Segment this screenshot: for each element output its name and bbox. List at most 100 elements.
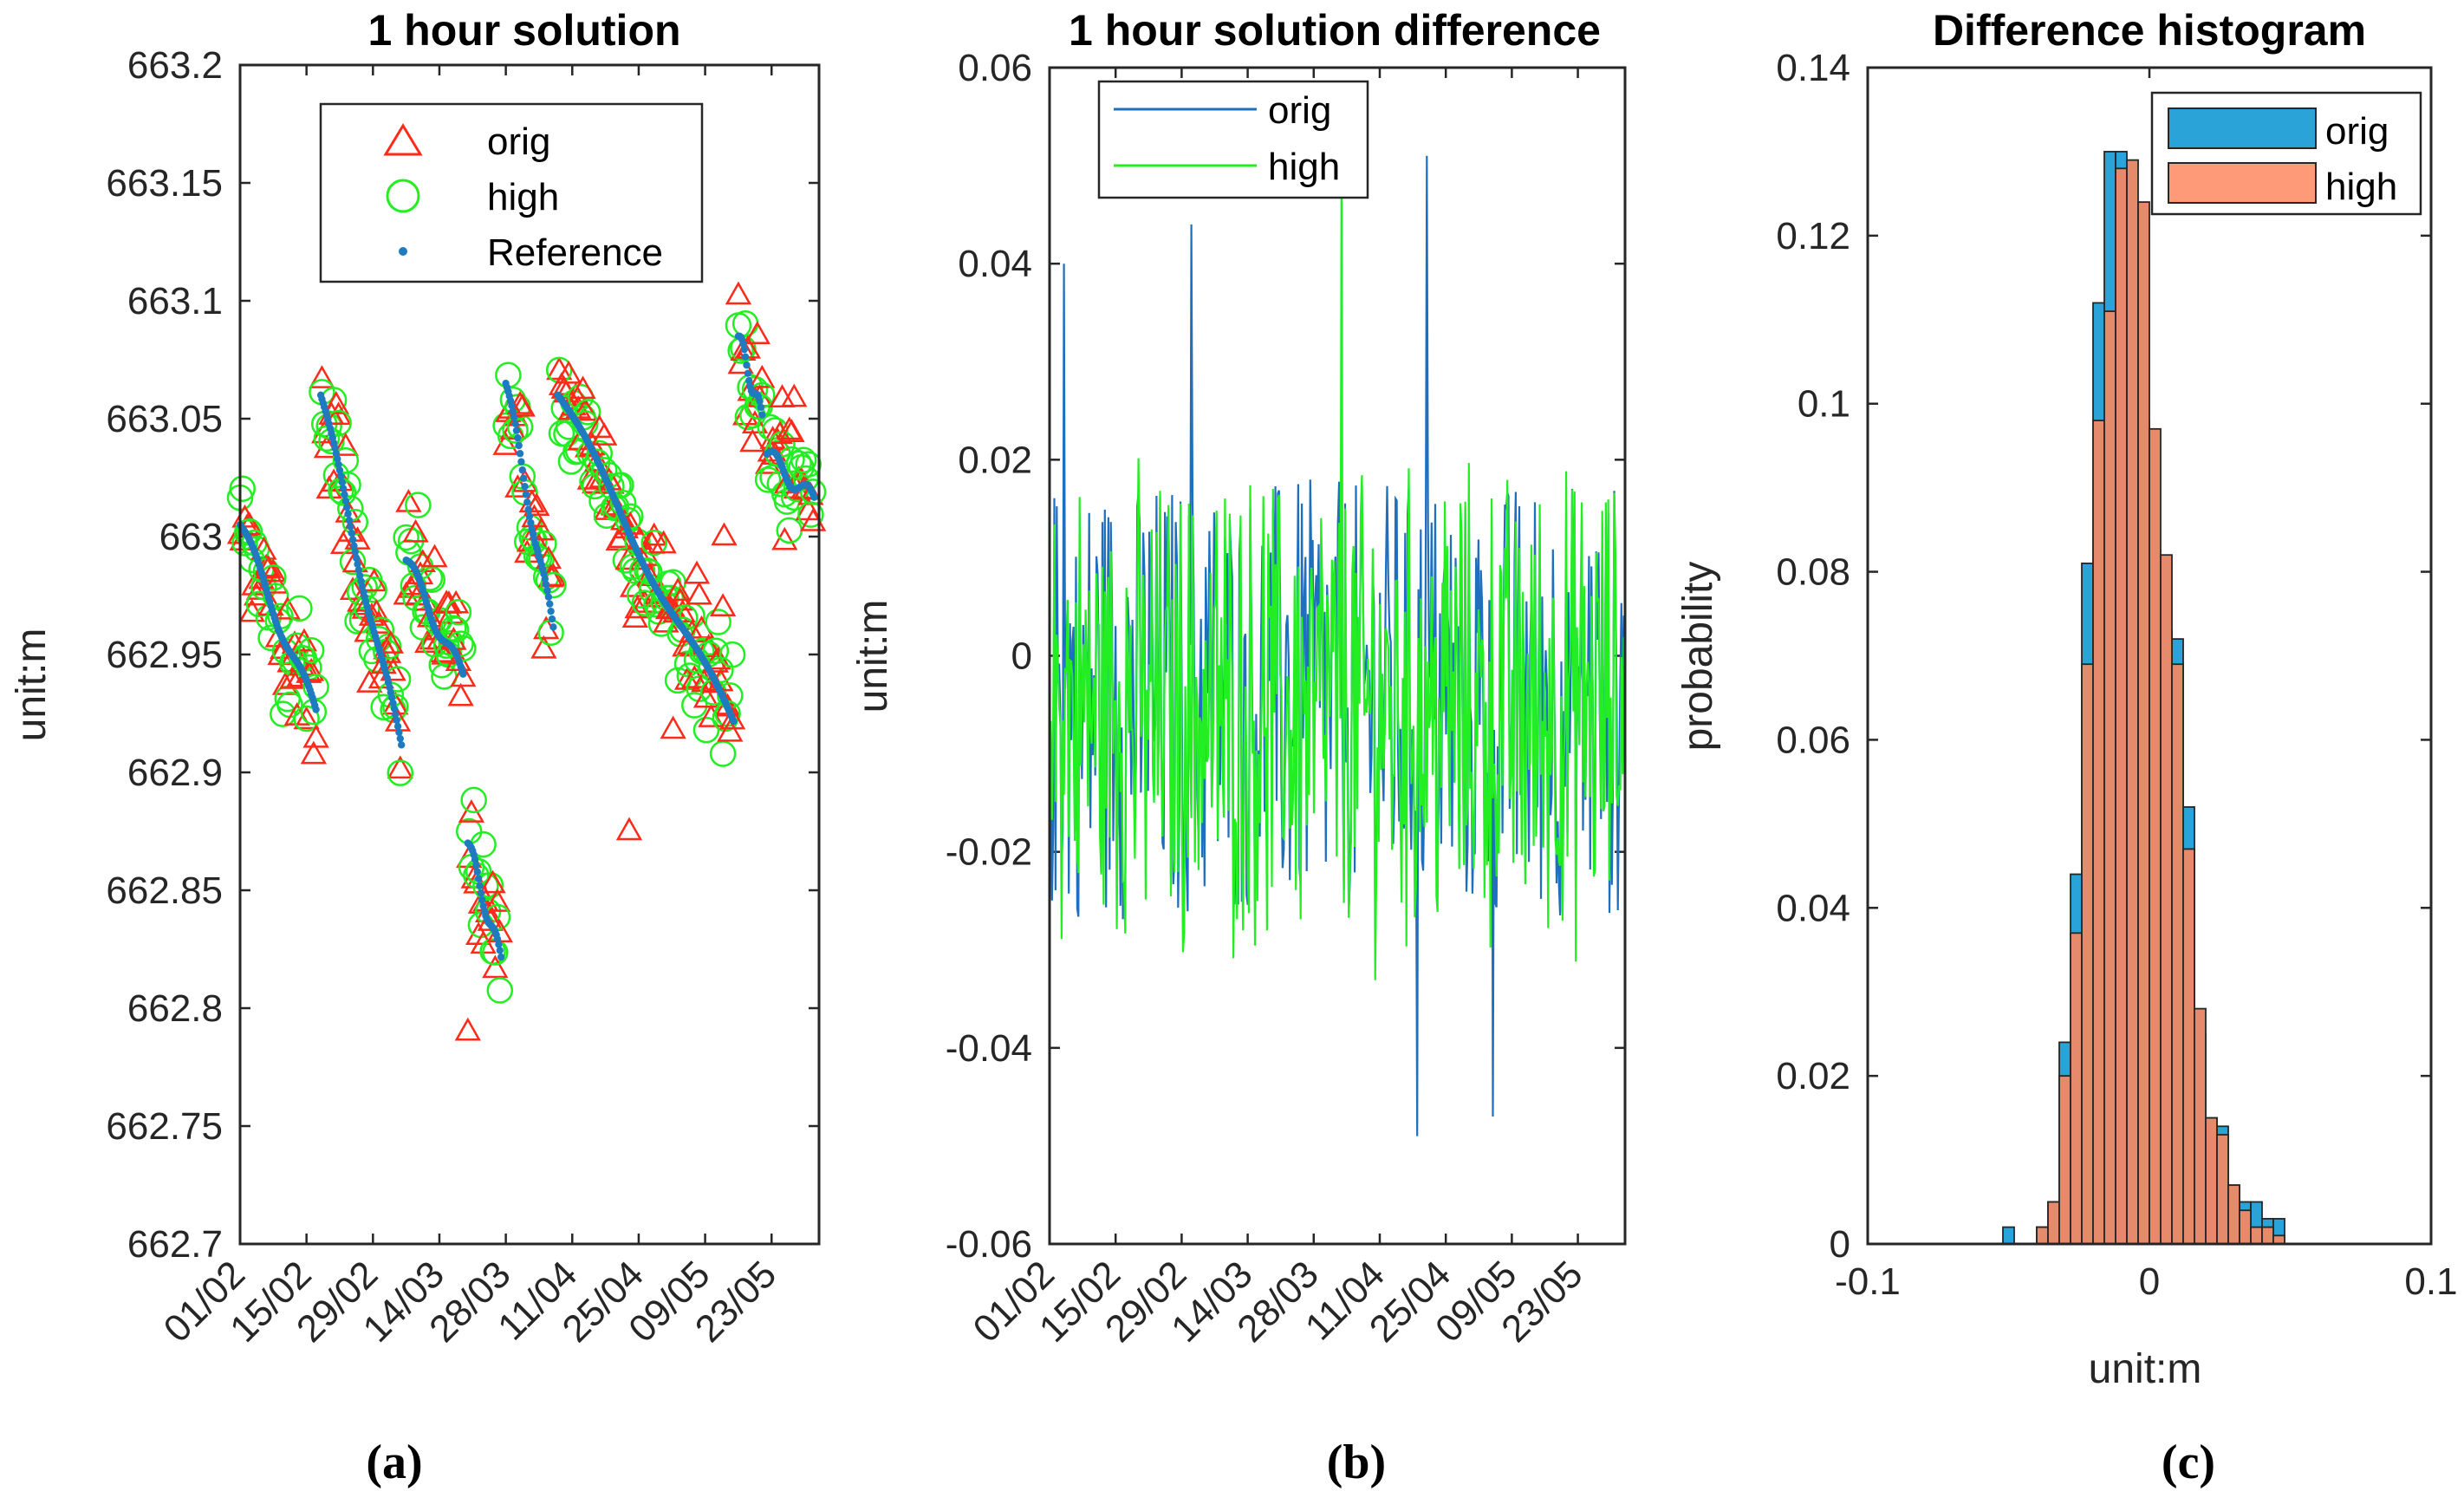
high-histogram-bar	[2160, 554, 2173, 1245]
panel-c-legend: orig high	[2150, 91, 2422, 216]
reference-point	[341, 491, 348, 498]
reference-point	[745, 377, 753, 385]
reference-point	[335, 460, 342, 469]
high-marker	[393, 524, 419, 551]
legend-orig-triangle-icon	[383, 123, 423, 156]
legend-orig-swatch-icon	[2168, 107, 2317, 149]
orig-marker	[569, 375, 596, 400]
reference-point	[473, 868, 481, 876]
panel-a-legend-orig: orig	[487, 120, 550, 163]
panel-a-legend-reference: Reference	[487, 231, 663, 274]
high-marker	[795, 451, 822, 478]
reference-point	[518, 466, 526, 474]
panel-c-xtick-label: 0	[2139, 1260, 2160, 1303]
high-histogram-bar	[2182, 848, 2195, 1245]
high-marker	[387, 759, 414, 786]
orig-marker	[718, 706, 746, 730]
panel-a-title: 1 hour solution	[367, 6, 680, 55]
reference-point	[337, 472, 345, 480]
reference-point	[395, 728, 403, 737]
panel-c-xlabel: unit:m	[2089, 1346, 2202, 1392]
reference-point	[543, 587, 551, 595]
orig-marker	[421, 544, 448, 568]
panel-a-legend-high: high	[487, 176, 559, 218]
high-marker	[797, 501, 824, 528]
orig-outlier-marker	[615, 817, 643, 841]
orig-outlier-marker	[454, 1017, 481, 1041]
high-marker	[702, 637, 730, 665]
reference-point	[546, 600, 554, 608]
reference-point	[478, 895, 486, 904]
reference-point	[338, 479, 346, 486]
reference-point	[312, 706, 320, 713]
orig-marker	[450, 663, 477, 687]
high-marker	[705, 609, 731, 635]
reference-point	[345, 516, 354, 524]
reference-point	[757, 403, 765, 412]
panel-b-ylabel: unit:m	[850, 600, 896, 713]
reference-point	[334, 455, 341, 463]
high-histogram-bar	[2227, 1184, 2240, 1245]
orig-marker	[509, 393, 536, 417]
legend-high-swatch-icon	[2168, 162, 2317, 204]
orig-marker	[619, 574, 647, 597]
panel-c-title: Difference histogram	[1933, 6, 2366, 55]
reference-point	[339, 485, 348, 492]
high-marker	[229, 475, 256, 503]
orig-marker	[523, 492, 550, 517]
orig-marker	[332, 433, 359, 456]
high-marker	[442, 616, 470, 643]
reference-point	[354, 566, 363, 574]
panel-c-ytick-label: 0.06	[1776, 719, 1850, 761]
orig-marker	[749, 364, 776, 388]
reference-point	[392, 710, 400, 719]
orig-marker	[482, 954, 509, 979]
high-marker	[486, 977, 514, 1004]
reference-point	[516, 450, 524, 458]
high-difference-line	[1048, 146, 1627, 980]
panel-b-title: 1 hour solution difference	[1069, 6, 1601, 55]
panel-a-chart: 1 hour solution unit:m 662.7 662.75 662.8 6…	[9, 6, 827, 1489]
panel-a-ytick-label: 662.95	[106, 634, 223, 676]
reference-point	[496, 947, 504, 954]
orig-marker	[377, 630, 404, 654]
orig-marker	[387, 755, 413, 779]
orig-marker	[686, 581, 712, 605]
high-histogram-bar	[2216, 1134, 2229, 1245]
high-marker	[540, 571, 567, 599]
orig-marker	[660, 715, 686, 739]
reference-point	[335, 466, 344, 474]
high-marker	[640, 529, 667, 557]
panel-c-ytick-label: 0.14	[1776, 47, 1850, 89]
high-histogram-bar	[2092, 420, 2105, 1245]
panel-a-ylabel: unit:m	[9, 628, 55, 742]
panel-b-ytick-label: 0.06	[958, 47, 1032, 89]
orig-marker	[562, 382, 589, 406]
reference-point	[509, 407, 517, 415]
orig-marker	[725, 281, 752, 305]
reference-point	[474, 875, 483, 882]
orig-marker	[300, 740, 328, 765]
panel-a-ytick-label: 662.85	[106, 869, 223, 912]
high-marker	[718, 641, 746, 668]
reference-point	[348, 536, 357, 544]
reference-point	[356, 571, 364, 580]
panel-c-chart: Difference histogram probability unit:m …	[1675, 6, 2458, 1489]
orig-marker	[290, 628, 318, 652]
orig-marker	[274, 596, 301, 620]
orig-marker	[293, 706, 320, 730]
panel-c-xtick-label: -0.1	[1835, 1260, 1901, 1303]
reference-point	[389, 699, 397, 707]
reference-point	[730, 717, 738, 726]
legend-reference-dot-icon	[399, 247, 407, 256]
panel-c-label: (c)	[2162, 1436, 2215, 1489]
high-marker	[367, 616, 395, 643]
panel-b-ytick-label: 0	[1011, 635, 1032, 678]
reference-point	[525, 512, 534, 520]
reference-point	[497, 953, 505, 961]
panel-c-legend-orig: orig	[2325, 110, 2389, 153]
orig-marker	[260, 558, 287, 583]
high-marker	[445, 599, 472, 626]
reference-point	[510, 413, 518, 421]
